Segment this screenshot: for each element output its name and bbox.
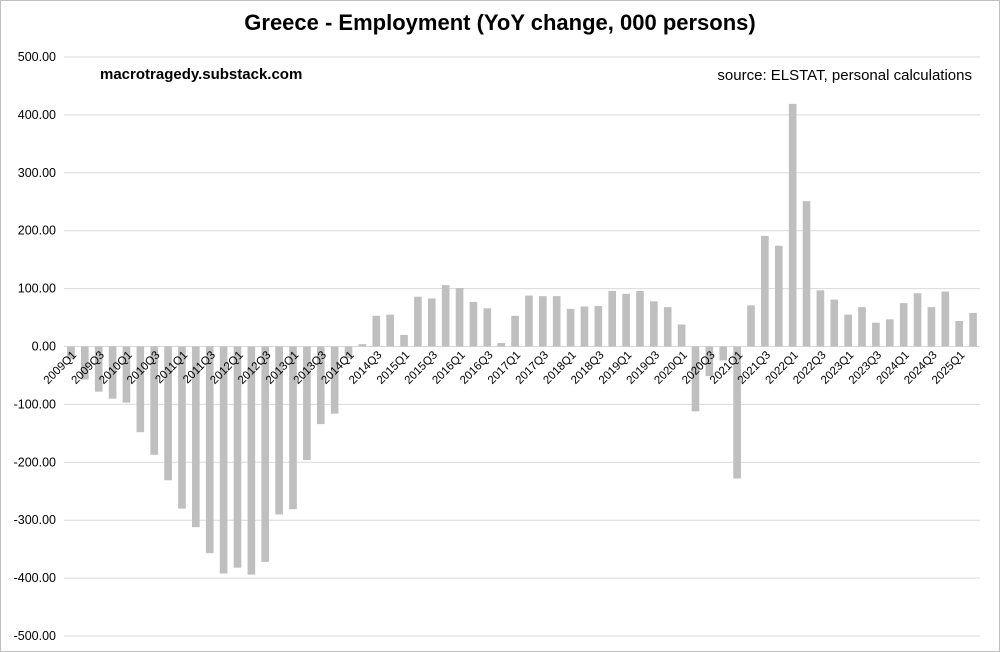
bar-2009Q2 [81, 346, 89, 380]
bar-2020Q3 [705, 346, 714, 377]
bar-2017Q3 [539, 296, 547, 347]
bar-2021Q1 [733, 346, 741, 479]
bar-2024Q1 [899, 303, 908, 347]
bar-2014Q3 [372, 315, 381, 347]
bar-2019Q1 [622, 293, 630, 347]
bar-2015Q4 [441, 285, 450, 347]
bar-2016Q2 [469, 301, 478, 347]
y-tick-label: 100.00 [18, 282, 56, 296]
bars [67, 103, 977, 575]
bar-2023Q2 [858, 307, 866, 347]
y-tick-label: 500.00 [18, 50, 56, 64]
y-tick-label: -300.00 [14, 513, 56, 527]
bar-2010Q3 [150, 346, 159, 455]
bar-2010Q2 [136, 346, 145, 433]
y-tick-label: 200.00 [18, 224, 56, 238]
bar-2024Q2 [913, 293, 922, 347]
bar-2013Q2 [303, 346, 311, 460]
bar-2012Q4 [275, 346, 283, 515]
bar-2011Q1 [178, 346, 186, 509]
bar-2021Q4 [774, 245, 783, 347]
bar-2018Q4 [608, 290, 617, 347]
bar-2013Q4 [330, 346, 339, 414]
bar-2016Q1 [455, 288, 464, 347]
y-tick-label: 0.00 [32, 340, 56, 354]
y-tick-label: 300.00 [18, 166, 56, 180]
gridlines [64, 56, 980, 637]
bar-2021Q3 [761, 235, 769, 347]
bar-2019Q2 [636, 290, 644, 347]
bar-2023Q4 [885, 319, 894, 347]
bar-2021Q2 [747, 305, 755, 347]
bar-2012Q2 [247, 346, 256, 575]
bar-2014Q4 [386, 314, 394, 347]
bar-2022Q3 [816, 290, 825, 347]
bar-2019Q3 [650, 301, 658, 347]
bar-2014Q1 [344, 346, 353, 359]
bar-2020Q2 [691, 346, 700, 412]
bar-2011Q2 [192, 346, 200, 528]
bar-2024Q4 [941, 291, 950, 347]
bar-2015Q3 [427, 298, 436, 347]
bar-2017Q4 [552, 296, 561, 347]
source-note: source: ELSTAT, personal calculations [717, 67, 972, 84]
bar-2014Q2 [358, 344, 367, 347]
bar-2025Q1 [955, 321, 963, 347]
bar-2012Q3 [261, 346, 270, 562]
bar-2018Q3 [594, 305, 603, 347]
bar-2017Q2 [525, 295, 533, 347]
bar-2012Q1 [233, 346, 242, 568]
y-tick-label: -200.00 [14, 455, 56, 469]
bar-2010Q1 [122, 346, 131, 403]
bar-2023Q1 [844, 314, 852, 347]
bar-2023Q3 [872, 322, 880, 347]
bar-2013Q1 [289, 346, 297, 510]
bar-2018Q1 [566, 308, 575, 347]
y-tick-label: 400.00 [18, 108, 56, 122]
watermark-text: macrotragedy.substack.com [100, 66, 303, 83]
bar-2018Q2 [580, 306, 589, 347]
y-axis-tick-labels: 500.00 400.00 300.00 200.00 100.00 0.00 -100.0… [14, 50, 56, 643]
bar-2019Q4 [663, 307, 672, 347]
bar-2013Q3 [316, 346, 325, 425]
bar-2010Q4 [164, 346, 172, 481]
bar-2022Q4 [830, 299, 839, 347]
bar-2020Q4 [719, 346, 728, 361]
bar-2024Q3 [927, 307, 936, 347]
bar-2011Q4 [219, 346, 228, 574]
bar-2015Q1 [400, 334, 408, 347]
chart-title: Greece - Employment (YoY change, 000 per… [244, 10, 756, 35]
bar-2011Q3 [205, 346, 214, 554]
bar-2016Q3 [483, 308, 492, 347]
bar-2009Q1 [67, 346, 75, 360]
bar-2016Q4 [497, 343, 505, 347]
bar-2015Q2 [414, 296, 422, 347]
bar-2017Q1 [511, 315, 519, 347]
y-tick-label: -400.00 [14, 571, 56, 585]
bar-2009Q4 [108, 346, 117, 399]
bar-2022Q1 [788, 103, 797, 347]
y-tick-label: -500.00 [14, 629, 56, 643]
bar-2025Q2 [969, 312, 977, 347]
y-tick-label: -100.00 [14, 397, 56, 411]
bar-2009Q3 [94, 346, 103, 392]
bar-2022Q2 [802, 201, 811, 347]
bar-2020Q1 [677, 324, 686, 347]
